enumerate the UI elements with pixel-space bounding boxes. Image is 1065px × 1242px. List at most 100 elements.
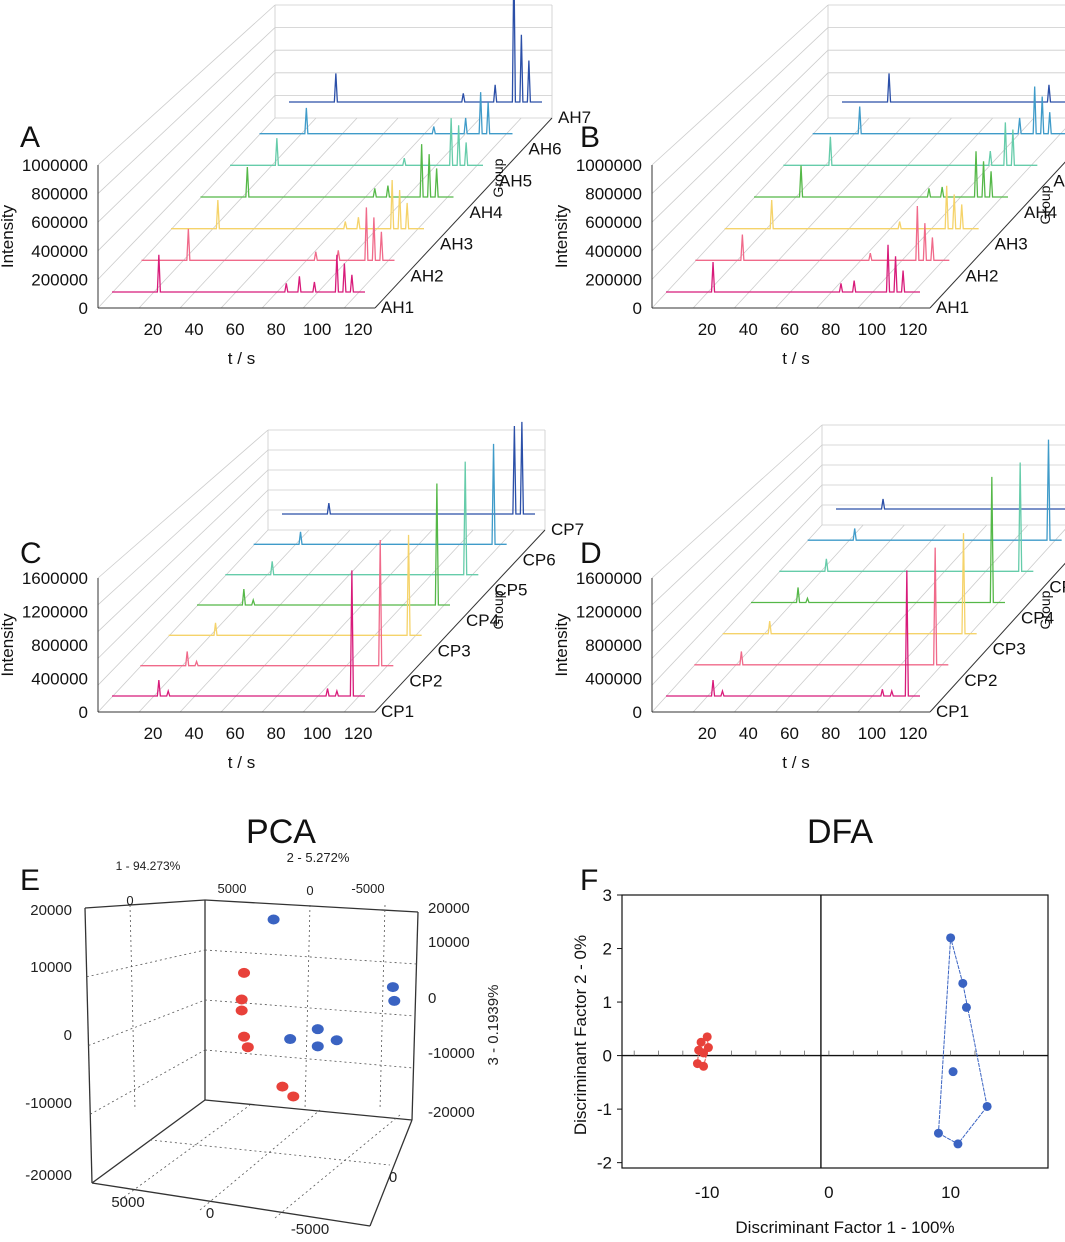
dfa-y-tick-label: 3 [603, 886, 612, 905]
group-label-cp5: CP5 [494, 581, 527, 600]
pca-box-edge [204, 899, 419, 913]
x-tick-label: 100 [303, 320, 331, 339]
pca-grid-line [129, 904, 136, 1111]
side-wall-gridline [651, 27, 829, 194]
pca-right-tick: -20000 [428, 1104, 475, 1121]
floor-gridline [343, 117, 522, 309]
y-tick-label: 200000 [585, 270, 642, 289]
group-label-ah6: AH6 [529, 140, 562, 159]
group-label-cp7: CP7 [551, 520, 584, 539]
y-tick-label: 1200000 [22, 603, 88, 622]
pca-point-group-blue [267, 914, 280, 925]
pca-grid-line [86, 949, 206, 978]
x-tick-label: 60 [226, 320, 245, 339]
pca-axis-3-label: 3 - 0.1939% [485, 985, 502, 1066]
floor-gridline [898, 128, 1065, 309]
panel-c-chromatogram: CP7 CP6 CP5 CP4 CP3 CP2 CP1 0 400000 800000 120000… [0, 421, 584, 772]
panel-e-pca-scatter: 20000 10000 0 -10000 -20000 20000 10000 0 -10000… [20, 813, 502, 1238]
group-label-cp6: CP6 [523, 550, 556, 569]
y-tick-label: 1600000 [576, 569, 642, 588]
x-tick-label: 120 [344, 724, 372, 743]
y-tick-label: 0 [633, 703, 642, 722]
panel-a-chromatogram: AH7 AH6 AH5 AH4 AH3 AH2 AH1 0 200000 400000 600000… [0, 0, 591, 368]
x-tick-label: 80 [267, 724, 286, 743]
trace-ah7 [842, 73, 1065, 103]
pca-point-group-red [287, 1091, 300, 1102]
y-tick-label: 400000 [585, 242, 642, 261]
pca-bottom-tick: 0 [206, 1205, 214, 1222]
trace-ah4 [754, 151, 1008, 198]
dfa-plot-frame [621, 894, 1049, 1169]
group-axis-title: Group [490, 158, 506, 197]
group-axis-title: Group [490, 590, 506, 629]
pca-right-tick: 10000 [428, 934, 470, 951]
y-axis-title: Intensity [0, 613, 17, 677]
x-tick-label: 20 [144, 724, 163, 743]
floor-gridline [898, 528, 1065, 713]
x-tick-label: 100 [858, 724, 886, 743]
floor-gridline [302, 529, 474, 713]
pca-point-group-red [235, 994, 248, 1005]
floor-gridline [775, 117, 952, 309]
pca-point-group-blue [311, 1024, 324, 1035]
trace-ah6 [259, 92, 513, 135]
group-label-ah3: AH3 [995, 235, 1028, 254]
x-tick-label: 40 [739, 724, 758, 743]
panel-d-chromatogram: CP7CP6CP5CP4CP3CP2CP10400000800000120000… [552, 424, 1065, 772]
trace-ah3 [724, 185, 979, 230]
side-wall-gridline [97, 117, 276, 309]
pca-point-group-blue [330, 1035, 343, 1046]
x-tick-label: 40 [185, 724, 204, 743]
group-label-ah7: AH7 [558, 108, 591, 127]
pca-grid-line [204, 1049, 414, 1069]
floor-gridline [692, 524, 864, 713]
side-wall-gridline [651, 524, 823, 713]
pca-point-group-blue [386, 982, 399, 993]
side-wall-gridline [651, 424, 823, 579]
group-axis-title: Group [1037, 590, 1053, 629]
dfa-point-group-blue [933, 1128, 943, 1138]
panel-letter: B [580, 121, 600, 154]
trace-cp1 [666, 570, 920, 697]
dfa-point-group-blue [958, 978, 968, 988]
trace-ah2 [695, 205, 950, 261]
x-tick-label: 120 [899, 320, 927, 339]
side-wall-gridline [97, 469, 269, 632]
group-label-cp5: CP5 [1049, 577, 1065, 596]
dfa-point-group-blue [961, 1002, 971, 1012]
trace-cp7 [282, 421, 535, 515]
floor-gridline [138, 529, 310, 713]
y-tick-label: 1000000 [22, 156, 88, 175]
pca-point-group-blue [284, 1034, 297, 1045]
dfa-y-tick-label: 2 [603, 940, 612, 959]
floor-gridline [734, 524, 905, 713]
x-tick-label: 80 [821, 724, 840, 743]
pca-bottom-tick: 5000 [111, 1194, 144, 1211]
dfa-point-group-red [699, 1048, 709, 1058]
group-label-cp2: CP2 [964, 671, 997, 690]
pca-axis-2-label: 2 - 5.272% [287, 850, 350, 865]
pca-grid-line [90, 1049, 206, 1115]
side-wall-gridline [97, 529, 269, 713]
group-label-cp3: CP3 [438, 641, 471, 660]
y-tick-label: 400000 [585, 670, 642, 689]
floor-gridline [816, 524, 988, 713]
x-tick-label: 60 [780, 320, 799, 339]
dfa-hull-group-blue [937, 937, 988, 1145]
pca-point-group-red [241, 1042, 254, 1053]
pca-point-group-red [235, 1005, 248, 1016]
group-label-ah4: AH4 [1024, 203, 1057, 222]
y-tick-label: 0 [79, 299, 88, 318]
x-tick-label: 120 [344, 320, 372, 339]
x-tick-label: 80 [821, 320, 840, 339]
floor-gridline [220, 117, 399, 309]
pca-grid-line [119, 1104, 251, 1201]
floor-gridline [220, 529, 392, 713]
dfa-point-group-red [696, 1037, 706, 1047]
y-tick-label: 800000 [585, 636, 642, 655]
y-tick-label: 200000 [31, 270, 88, 289]
pca-top-tick: -5000 [351, 881, 384, 896]
pca-box-edge [204, 1099, 413, 1121]
group-label-ah2: AH2 [411, 266, 444, 285]
y-tick-label: 800000 [31, 636, 88, 655]
